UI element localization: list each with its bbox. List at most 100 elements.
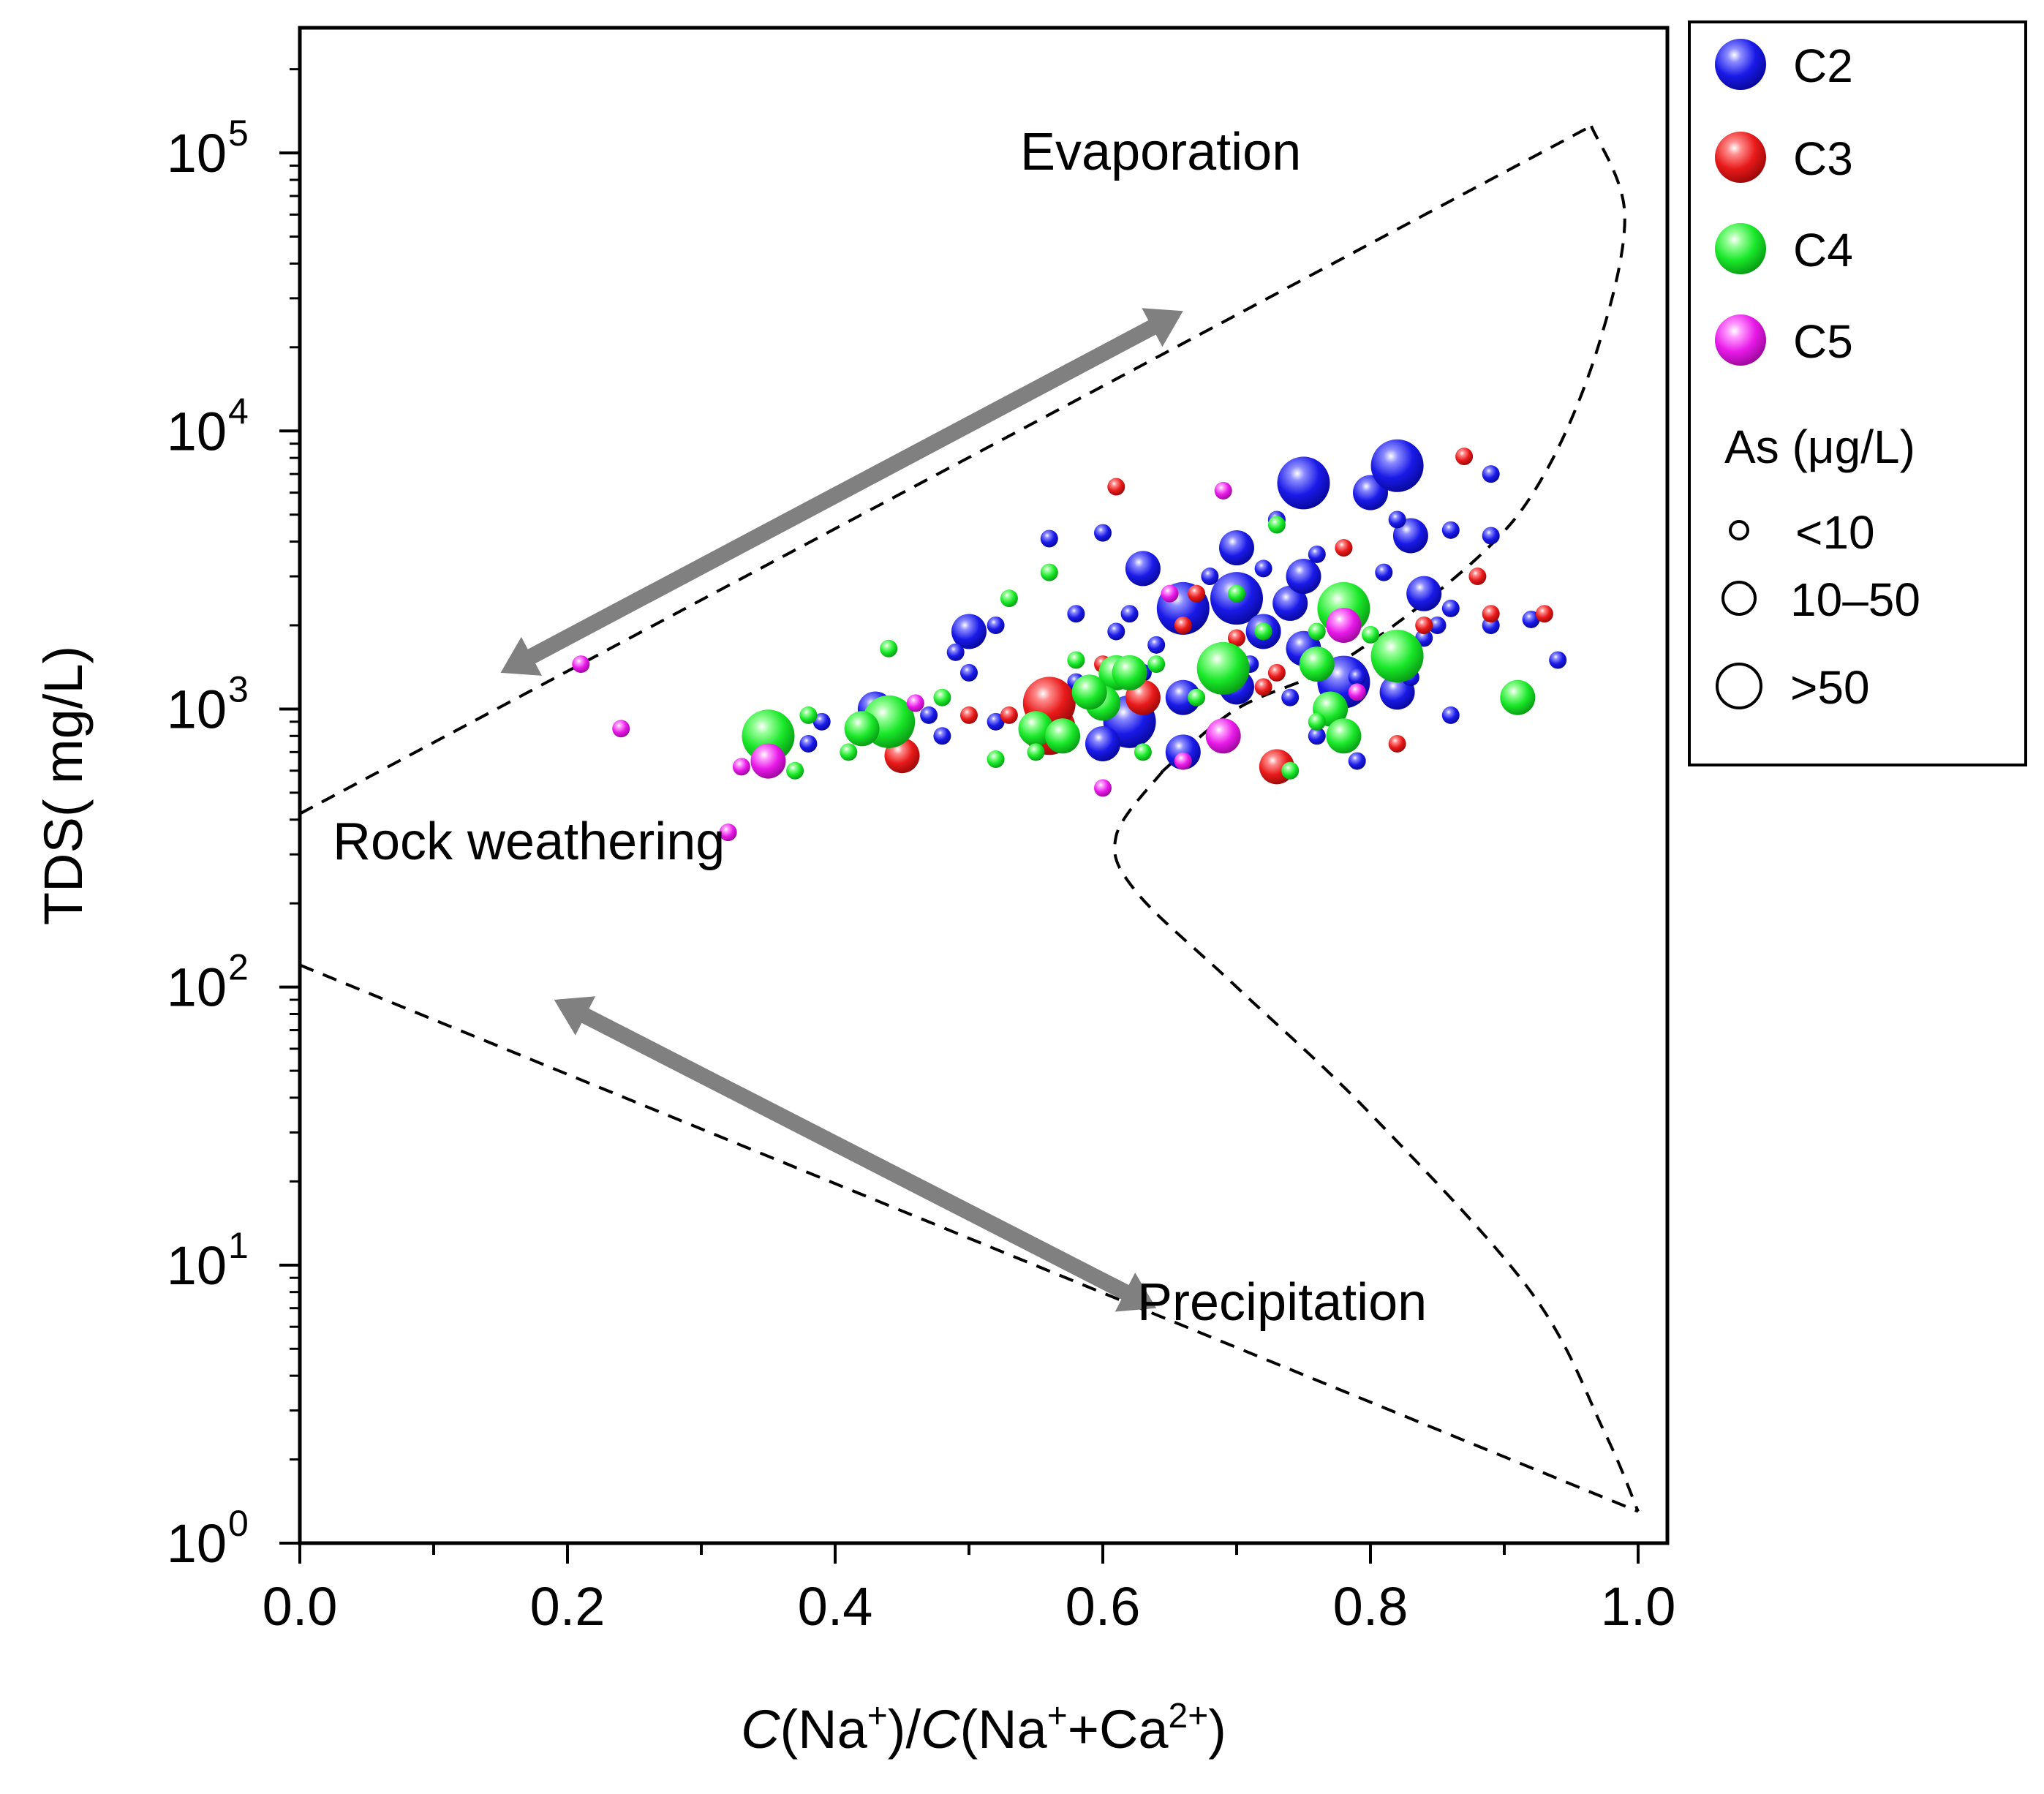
point-c4 bbox=[1196, 641, 1250, 695]
point-c2 bbox=[1277, 456, 1330, 510]
point-c3 bbox=[1254, 678, 1272, 696]
point-c2 bbox=[1441, 599, 1460, 617]
point-c2 bbox=[1201, 568, 1219, 586]
y-tick-exponent: 4 bbox=[228, 391, 249, 431]
point-c2 bbox=[1040, 529, 1058, 548]
x-tick-label: 0.6 bbox=[1066, 1576, 1141, 1637]
x-tick-label: 1.0 bbox=[1601, 1576, 1676, 1637]
boundary-curve-middle bbox=[1113, 769, 1640, 1512]
legend-marker-c5 bbox=[1715, 314, 1766, 366]
point-c4 bbox=[799, 706, 818, 724]
point-c3 bbox=[1482, 605, 1500, 623]
boundary-curve-upper bbox=[299, 124, 1592, 815]
trend-arrow-1 bbox=[500, 308, 1183, 676]
point-c3 bbox=[1455, 448, 1474, 466]
point-c2 bbox=[933, 727, 951, 745]
point-c4 bbox=[987, 750, 1005, 769]
y-axis-title: TDS( mg/L) bbox=[33, 646, 94, 925]
point-c4 bbox=[786, 761, 804, 780]
point-c5 bbox=[572, 655, 590, 674]
point-c3 bbox=[1267, 663, 1286, 682]
point-c4 bbox=[1308, 712, 1326, 731]
x-title-part: (Na bbox=[959, 1699, 1047, 1760]
y-tick-exponent: 5 bbox=[228, 113, 249, 154]
point-c2 bbox=[1272, 585, 1308, 621]
point-c4 bbox=[844, 711, 880, 747]
point-c4 bbox=[1018, 711, 1054, 747]
legend-size-title: As (μg/L) bbox=[1724, 421, 1915, 473]
point-c3 bbox=[960, 706, 978, 724]
legend-label-c5: C5 bbox=[1793, 315, 1853, 368]
annotation-evaporation: Evaporation bbox=[1020, 123, 1301, 181]
point-c2 bbox=[1147, 636, 1166, 654]
point-c2 bbox=[1441, 521, 1460, 539]
legend-size-small-label: <10 bbox=[1795, 506, 1875, 559]
point-c4 bbox=[1299, 647, 1335, 682]
point-c4 bbox=[1326, 718, 1362, 754]
point-c2 bbox=[1107, 622, 1125, 641]
point-c4 bbox=[1067, 651, 1085, 669]
point-c2 bbox=[799, 734, 818, 753]
point-c4 bbox=[840, 743, 858, 761]
annotation-precipitation: Precipitation bbox=[1137, 1273, 1427, 1332]
point-c5 bbox=[612, 720, 630, 738]
point-c3 bbox=[1107, 478, 1125, 496]
x-tick-label: 0.4 bbox=[798, 1576, 873, 1637]
x-title-sup: + bbox=[867, 1697, 888, 1735]
point-c2 bbox=[812, 712, 831, 731]
point-c3 bbox=[1335, 539, 1353, 557]
point-c4 bbox=[880, 639, 898, 657]
y-tick-exponent: 0 bbox=[228, 1503, 249, 1544]
point-c4 bbox=[1362, 625, 1379, 644]
point-c5 bbox=[1094, 779, 1112, 797]
point-c2 bbox=[1348, 668, 1366, 687]
point-c5 bbox=[1161, 584, 1179, 603]
legend-size-large bbox=[1716, 663, 1762, 709]
legend-marker-c4 bbox=[1715, 223, 1766, 274]
point-c2 bbox=[1482, 465, 1500, 483]
point-c4 bbox=[1040, 563, 1058, 581]
boundary-curve-right bbox=[1162, 125, 1626, 772]
point-c2 bbox=[946, 643, 965, 661]
point-c5 bbox=[1214, 481, 1232, 500]
plot-frame bbox=[298, 26, 1670, 1545]
point-c3 bbox=[1174, 617, 1192, 635]
point-c2 bbox=[1348, 752, 1366, 770]
legend-label-c2: C2 bbox=[1793, 39, 1853, 92]
point-c2 bbox=[1125, 551, 1161, 587]
x-title-part: ) bbox=[1208, 1699, 1226, 1760]
point-c5 bbox=[906, 694, 924, 712]
point-c2 bbox=[1067, 605, 1085, 623]
point-c2 bbox=[1549, 651, 1567, 669]
boundary-curves bbox=[299, 124, 1640, 1513]
x-title-sup: 2+ bbox=[1169, 1697, 1209, 1735]
point-c2 bbox=[1522, 610, 1540, 628]
point-c2 bbox=[1428, 617, 1447, 635]
point-c2 bbox=[1375, 563, 1393, 581]
point-c4 bbox=[1027, 743, 1045, 761]
point-c4 bbox=[1071, 674, 1107, 710]
data-points bbox=[572, 439, 1567, 842]
point-c2 bbox=[1165, 734, 1201, 770]
legend-label-c4: C4 bbox=[1793, 224, 1853, 276]
x-tick-label: 0.2 bbox=[530, 1576, 606, 1637]
point-c3 bbox=[1188, 584, 1206, 603]
point-c2 bbox=[1254, 559, 1272, 578]
x-title-part: (Na bbox=[780, 1699, 868, 1760]
point-c2 bbox=[1370, 439, 1424, 492]
legend-marker-c3 bbox=[1715, 132, 1766, 183]
point-c4 bbox=[933, 688, 951, 706]
point-c5 bbox=[1205, 718, 1241, 754]
y-tick-label: 10 bbox=[167, 957, 227, 1018]
point-c4 bbox=[1188, 688, 1206, 706]
point-c2 bbox=[1165, 679, 1201, 715]
point-c5 bbox=[1326, 608, 1362, 644]
point-c4 bbox=[1254, 622, 1272, 641]
point-c4 bbox=[1281, 761, 1300, 780]
y-tick-label: 10 bbox=[167, 123, 227, 184]
point-c2 bbox=[987, 617, 1005, 635]
point-c2 bbox=[1219, 530, 1254, 566]
point-c5 bbox=[1348, 683, 1366, 701]
y-tick-label: 10 bbox=[167, 1235, 227, 1296]
